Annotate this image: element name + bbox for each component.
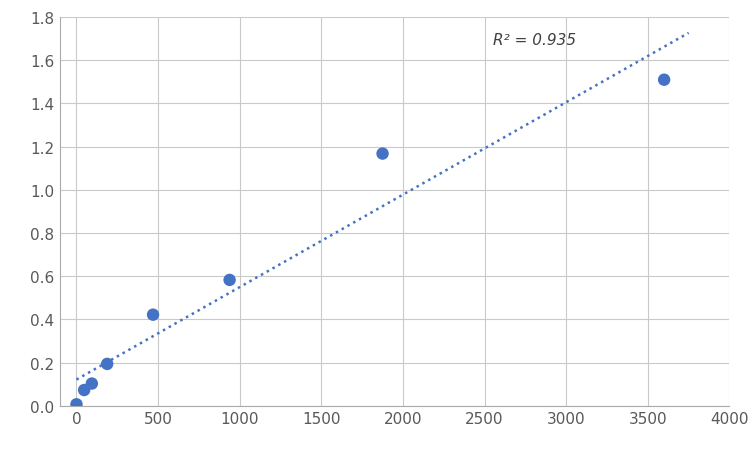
Point	[223, 276, 235, 284]
Point	[78, 387, 90, 394]
Point	[377, 151, 389, 158]
Point	[102, 360, 114, 368]
Point	[658, 77, 670, 84]
Text: R² = 0.935: R² = 0.935	[493, 33, 576, 48]
Point	[147, 311, 159, 318]
Point	[86, 380, 98, 387]
Point	[71, 401, 83, 408]
